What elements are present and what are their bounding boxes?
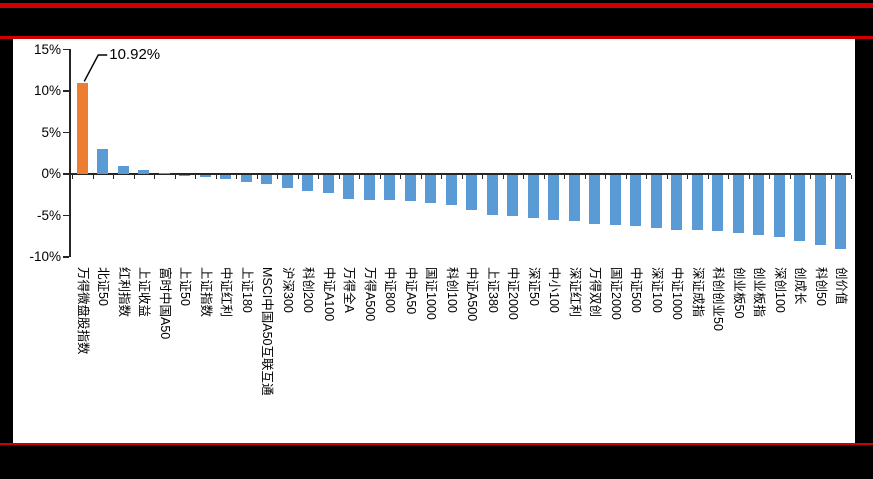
x-axis-tick xyxy=(789,174,791,179)
x-axis-tick xyxy=(461,174,463,179)
x-axis-tick xyxy=(236,174,238,179)
x-axis-tick xyxy=(379,174,381,179)
bar xyxy=(732,174,744,233)
x-axis-tick xyxy=(318,174,320,179)
y-axis-tick xyxy=(63,90,69,92)
bar xyxy=(363,174,375,200)
x-axis-tick xyxy=(420,174,422,179)
bar xyxy=(773,174,785,237)
x-axis-tick xyxy=(297,174,299,179)
x-axis-tick xyxy=(666,174,668,179)
x-axis-tick xyxy=(646,174,648,179)
y-axis-label: -5% xyxy=(36,207,61,223)
x-axis-tick xyxy=(728,174,730,179)
bar xyxy=(322,174,334,194)
x-axis-tick xyxy=(625,174,627,179)
bar xyxy=(527,174,539,218)
x-axis-tick xyxy=(113,174,115,179)
x-axis-tick xyxy=(564,174,566,179)
bar xyxy=(199,174,211,177)
bar xyxy=(261,174,273,184)
bar xyxy=(425,174,437,203)
bar xyxy=(302,174,314,192)
y-axis-tick xyxy=(63,256,69,258)
bar xyxy=(384,174,396,201)
bar xyxy=(630,174,642,227)
header-red-rule xyxy=(0,35,873,39)
x-axis-tick xyxy=(400,174,402,179)
bar xyxy=(753,174,765,235)
bar xyxy=(466,174,478,211)
bar xyxy=(835,174,847,249)
y-axis-label: 15% xyxy=(33,41,61,57)
bar xyxy=(138,170,150,174)
bar xyxy=(158,172,170,174)
bar xyxy=(712,174,724,232)
bar-chart: 15% 10% 5% 0% -5% -10% 万得微盘股指数 北证50 红利指数 上证收益 富时中国… xyxy=(13,39,855,443)
x-axis-tick xyxy=(707,174,709,179)
bar xyxy=(589,174,601,224)
x-axis-tick xyxy=(441,174,443,179)
x-axis-tick xyxy=(605,174,607,179)
bar xyxy=(281,174,293,189)
bar xyxy=(486,174,498,215)
bar xyxy=(814,174,826,246)
y-axis-label: 0% xyxy=(41,166,61,181)
x-axis-tick xyxy=(338,174,340,179)
bar xyxy=(445,174,457,205)
x-axis-tick xyxy=(687,174,689,179)
y-axis-tick xyxy=(63,131,69,134)
x-axis-tick xyxy=(543,174,545,179)
x-axis-tick xyxy=(72,174,74,179)
x-axis-tick xyxy=(195,174,197,179)
x-axis-tick xyxy=(748,174,750,179)
bar xyxy=(671,174,683,230)
footer-red-rule xyxy=(0,443,873,445)
top-red-rule xyxy=(0,2,873,8)
bar xyxy=(76,83,88,174)
y-axis-line xyxy=(69,49,71,257)
bar xyxy=(548,174,560,220)
x-axis-tick xyxy=(92,174,94,179)
x-axis-tick xyxy=(502,174,504,179)
bar xyxy=(97,149,109,174)
y-axis-label: 5% xyxy=(41,124,61,140)
x-axis-tick xyxy=(810,174,812,179)
bar xyxy=(507,174,519,217)
annotation-leader-line xyxy=(83,54,108,82)
x-axis-tick xyxy=(133,174,135,179)
x-axis-tick xyxy=(851,174,853,179)
x-axis-tick xyxy=(277,174,279,179)
y-axis-label: -10% xyxy=(29,249,61,264)
bar xyxy=(220,174,232,179)
y-axis-tick xyxy=(63,48,69,51)
bar xyxy=(650,174,662,228)
x-axis-tick xyxy=(584,174,586,179)
y-axis-label: 10% xyxy=(33,83,61,98)
x-axis-tick xyxy=(174,174,176,179)
bar xyxy=(609,174,621,226)
bar xyxy=(404,174,416,201)
x-axis-tick xyxy=(482,174,484,179)
data-label: 10.92% xyxy=(109,46,161,63)
x-axis-tick xyxy=(830,174,832,179)
y-axis-tick xyxy=(63,214,69,217)
bar xyxy=(343,174,355,199)
x-axis-tick xyxy=(359,174,361,179)
bar xyxy=(117,165,129,174)
x-axis-tick xyxy=(154,174,156,179)
x-axis-tick xyxy=(256,174,258,179)
bar xyxy=(240,174,252,182)
bar xyxy=(568,174,580,222)
x-axis-tick xyxy=(215,174,217,179)
x-axis-tick xyxy=(523,174,525,179)
bar xyxy=(794,174,806,242)
bar xyxy=(691,174,703,231)
y-axis-tick xyxy=(63,173,69,175)
x-axis-tick xyxy=(769,174,771,179)
bar xyxy=(179,174,191,176)
x-axis-line xyxy=(69,173,851,175)
